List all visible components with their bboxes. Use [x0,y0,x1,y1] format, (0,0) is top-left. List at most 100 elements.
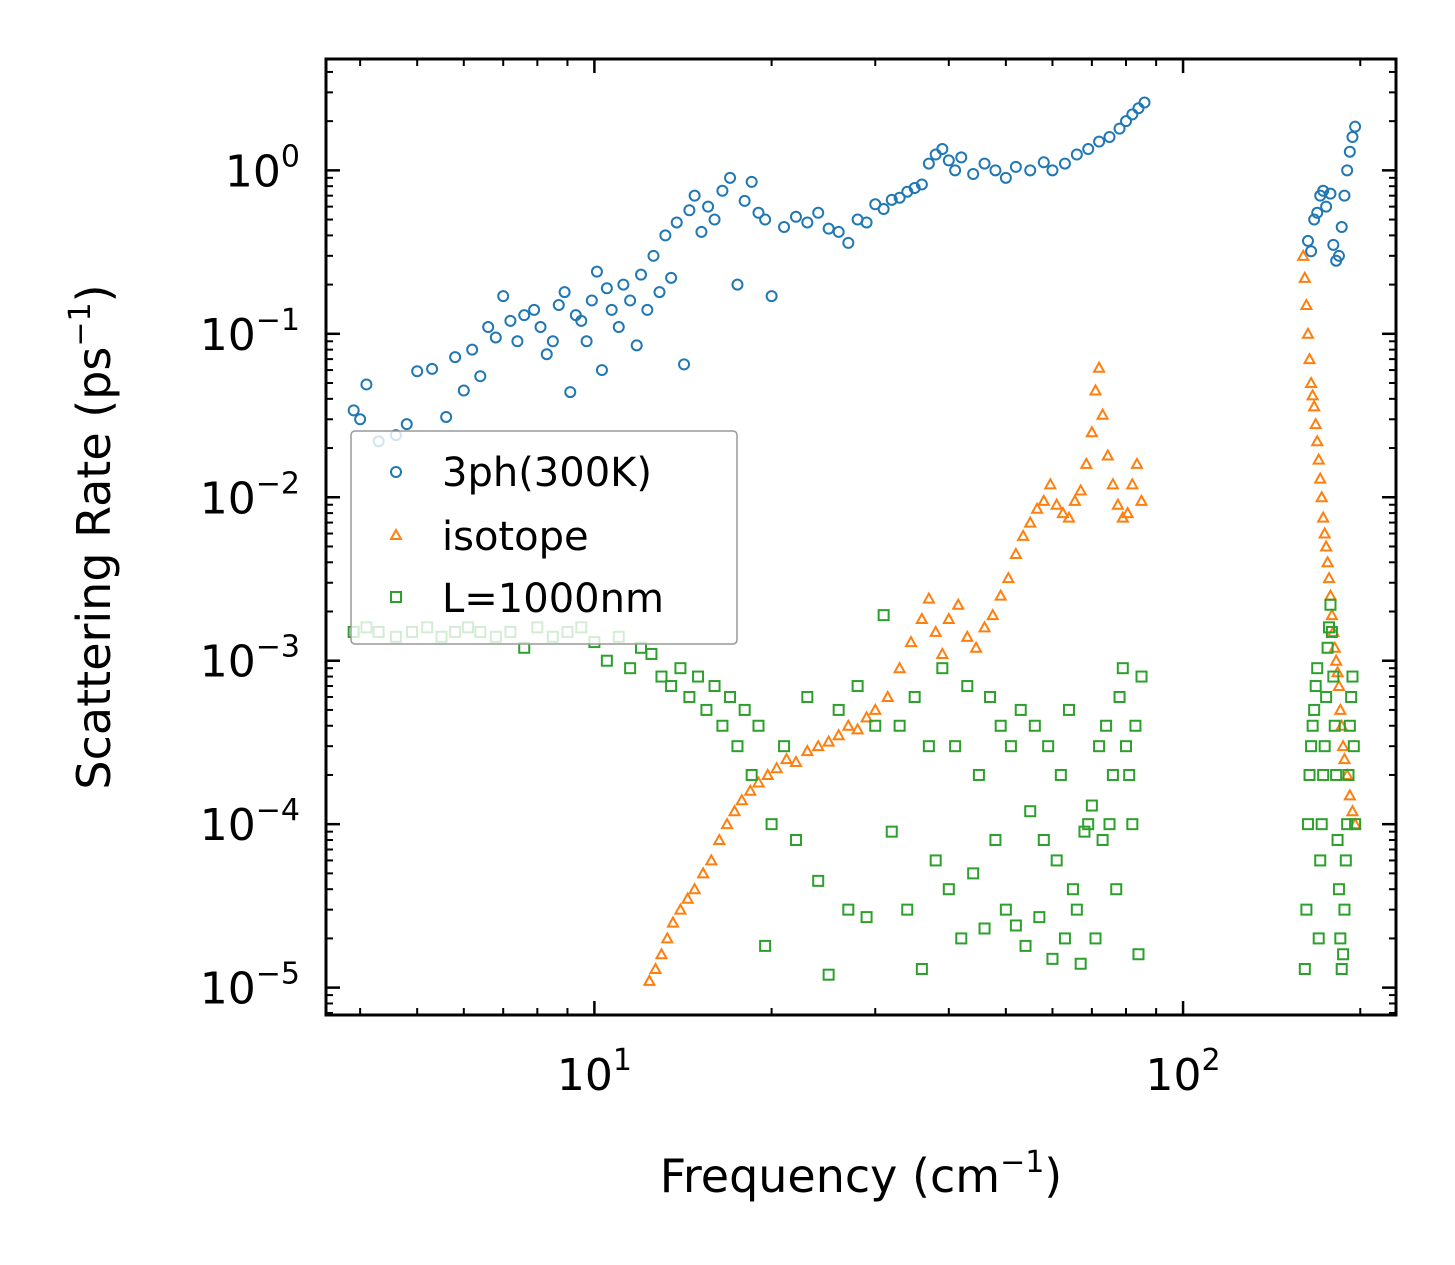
data-point-square [1331,834,1344,847]
data-point-square [778,740,791,753]
data-point-circle [1113,122,1126,135]
data-point-triangle [977,620,992,633]
data-point-triangle [993,588,1008,601]
data-point-triangle [751,775,766,788]
data-point-circle [653,286,666,299]
major-ticks [326,59,1396,1015]
data-point-square [600,654,613,667]
data-point-square [1327,670,1340,683]
data-point-triangle [1315,490,1329,503]
data-point-square [1042,740,1055,753]
legend-entry-3ph: 3ph(300K) [390,450,652,496]
data-point-circle [716,184,729,197]
data-point-circle [1120,115,1133,128]
data-point-circle [812,206,825,219]
y-tick-label: 10−4 [200,793,300,851]
data-point-triangle [769,761,784,774]
data-point-triangle [1092,360,1106,373]
data-point-square [1024,805,1037,818]
data-point-square [1328,719,1341,732]
data-point-square [1335,962,1348,975]
data-point-square [759,939,772,952]
data-point-circle [942,154,955,167]
legend-label-isotope: isotope [442,514,589,560]
data-point-square [1343,719,1356,732]
data-point-circle [1349,120,1362,133]
data-point-triangle [680,891,695,904]
data-point-circle [497,290,510,303]
data-point-square [692,670,705,683]
x-tick-labels: 101 102 [557,1043,1221,1101]
data-point-triangle [1305,388,1320,401]
x-tick-label: 102 [1146,1043,1221,1101]
data-point-triangle [1043,477,1058,490]
data-point-circle [1341,164,1354,177]
data-point-square [832,703,845,716]
data-point-square [700,703,713,716]
data-point-circle [354,413,367,426]
data-point-square [869,719,882,732]
data-point-square [1341,818,1354,831]
data-point-square [877,609,890,622]
data-point-triangle [704,853,719,866]
data-point-triangle [800,744,815,757]
data-point-square [1093,740,1106,753]
data-point-triangle [735,793,749,806]
data-point-circle [585,294,598,307]
data-point-circle [624,294,637,307]
data-point-circle [1103,130,1116,143]
data-point-square [1347,740,1360,753]
data-point-circle [466,343,479,356]
data-point-triangle [1317,526,1332,539]
data-point-triangle [1296,248,1310,261]
data-point-square [1028,719,1041,732]
data-point-square [1058,932,1071,945]
data-point-triangle [1310,434,1324,447]
data-point-square [1317,768,1330,781]
data-point-triangle [811,739,825,752]
data-point-circle [347,404,360,417]
data-point-circle [1126,108,1139,121]
data-point-square [665,680,678,693]
data-point-square [851,680,864,693]
data-point-circle [534,321,547,334]
legend-label-3ph: 3ph(300K) [442,450,652,496]
data-point-circle [575,314,588,327]
data-point-circle [641,303,654,316]
data-point-square [1339,854,1352,867]
data-point-square [978,922,991,935]
data-point-circle [765,290,778,303]
data-point-triangle [712,832,727,846]
data-point-circle [989,164,1002,177]
data-point-square [708,680,721,693]
data-point-triangle [1062,510,1076,523]
y-tick-label: 10−2 [200,466,300,524]
data-point-circle [482,321,495,334]
data-point-circle [1070,148,1083,161]
data-point-triangle [1345,804,1360,817]
x-axis-title: Frequency (cm−1) [660,1145,1063,1203]
data-point-square [716,719,729,732]
data-point-triangle [642,973,657,986]
data-point-square [1321,641,1334,654]
data-point-square [1004,740,1017,753]
data-point-triangle [673,902,688,915]
data-point-square [1349,818,1362,831]
data-point-circle [688,189,701,202]
data-point-circle [659,229,672,242]
data-point-circle [360,378,373,391]
data-point-circle [630,339,643,352]
data-point-square [1132,948,1145,961]
data-point-triangle [1073,483,1088,496]
data-point-square [915,962,928,975]
data-point-square [1100,719,1113,732]
data-point-square [1332,883,1345,896]
data-point-square [1009,919,1022,932]
data-point-circle [832,225,845,238]
data-point-square [1126,818,1139,831]
data-point-circle [978,157,991,170]
minor-ticks [326,59,1396,1015]
legend-marker-triangle [389,527,403,540]
data-point-triangle [648,961,663,974]
data-point-circle [590,265,603,278]
